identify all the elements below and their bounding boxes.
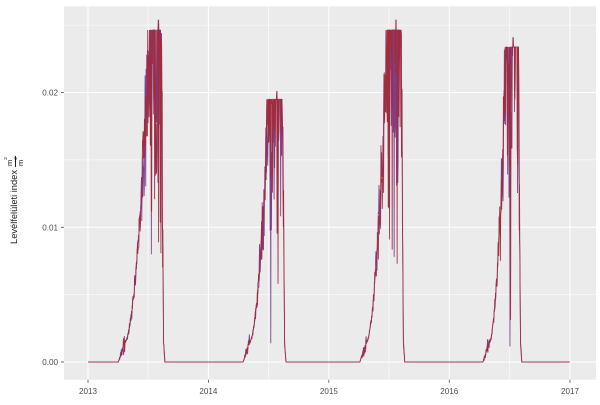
svg-text:2014: 2014 xyxy=(199,387,218,396)
svg-text:0.02: 0.02 xyxy=(42,89,58,98)
svg-text:2016: 2016 xyxy=(440,387,459,396)
svg-text:2013: 2013 xyxy=(79,387,98,396)
svg-text:2017: 2017 xyxy=(561,387,580,396)
svg-text:0.01: 0.01 xyxy=(42,223,58,232)
svg-text:0.00: 0.00 xyxy=(42,358,58,367)
svg-text:2015: 2015 xyxy=(320,387,339,396)
